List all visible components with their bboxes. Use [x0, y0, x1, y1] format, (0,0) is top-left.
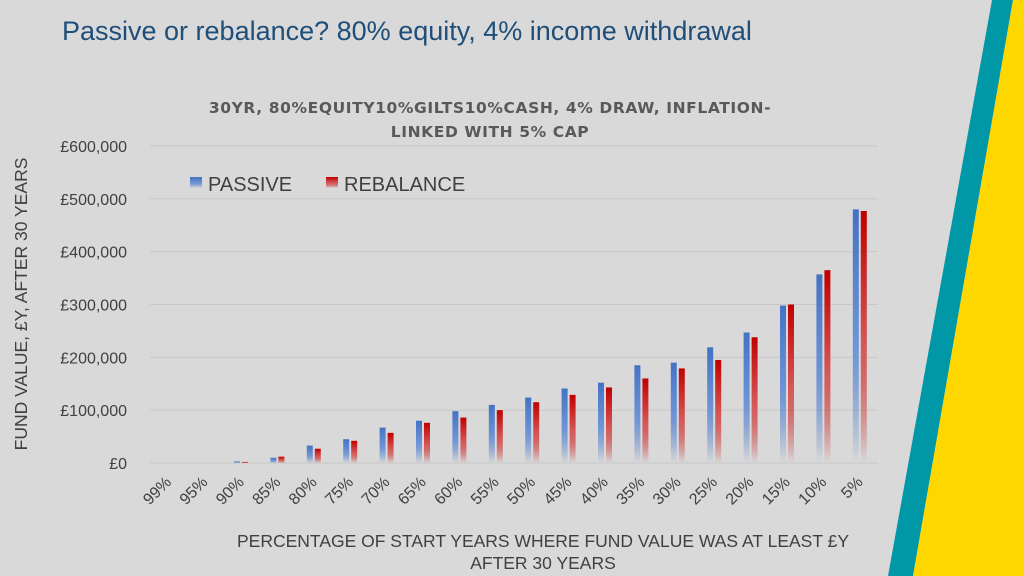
bar-rebalance-45pct [569, 394, 576, 463]
bar-rebalance-25pct [715, 359, 722, 463]
y-tick-label: £300,000 [60, 298, 127, 315]
x-tick-label: 15% [759, 474, 794, 509]
bar-rebalance-15pct [788, 304, 794, 463]
legend-label-passive: PASSIVE [208, 174, 292, 196]
bar-rebalance-30pct [678, 368, 685, 463]
y-axis-ticks: £0 £100,000 £200,000 £300,000 £400,000 £500,0… [60, 139, 127, 473]
x-tick-label: 65% [395, 474, 430, 509]
bar-passive-10pct [816, 274, 823, 463]
chart-title-line1: 30YR, 80%EQUITY10%GILTS10%CASH, 4% DRAW,… [209, 99, 771, 117]
bar-passive-80pct [306, 445, 313, 463]
y-tick-label: £600,000 [60, 139, 127, 156]
bar-passive-20pct [743, 332, 750, 463]
bar-rebalance-65pct [424, 422, 430, 463]
bar-passive-30pct [670, 362, 677, 463]
x-tick-label: 70% [359, 474, 394, 509]
bar-rebalance-55pct [496, 410, 503, 463]
legend-label-rebalance: REBALANCE [344, 174, 465, 196]
bar-rebalance-90pct [242, 461, 248, 463]
x-axis-title-line1: PERCENTAGE OF START YEARS WHERE FUND VAL… [237, 531, 849, 551]
bar-passive-5pct [852, 209, 859, 463]
bar-passive-50pct [525, 397, 532, 463]
x-axis-ticks: 99% 95% 90% 85% 80% 75% 70% 65% 60% 55% 50% 45% 40% 3… [140, 474, 866, 509]
bar-passive-90pct [234, 461, 240, 463]
x-tick-label: 35% [614, 474, 649, 509]
x-tick-label: 99% [140, 474, 175, 509]
chart-title-line2: LINKED WITH 5% CAP [391, 123, 590, 141]
bar-passive-40pct [598, 382, 604, 463]
y-tick-label: £200,000 [60, 350, 127, 367]
y-tick-label: £400,000 [60, 245, 127, 262]
x-tick-label: 20% [723, 474, 758, 509]
bar-passive-85pct [270, 457, 277, 463]
bar-passive-75pct [343, 439, 350, 463]
y-axis-title: FUND VALUE, £Y, AFTER 30 YEARS [11, 158, 31, 451]
bar-rebalance-75pct [351, 440, 358, 463]
x-tick-label: 25% [686, 474, 721, 509]
bars [234, 209, 867, 463]
x-axis-title-line2: AFTER 30 YEARS [470, 553, 616, 573]
bar-passive-65pct [416, 420, 422, 463]
bar-passive-70pct [379, 427, 386, 463]
x-tick-label: 40% [577, 474, 612, 509]
x-tick-label: 55% [468, 474, 503, 509]
x-tick-label: 45% [541, 474, 576, 509]
x-tick-label: 10% [796, 474, 831, 509]
x-tick-label: 80% [286, 474, 321, 509]
bar-rebalance-80pct [314, 448, 321, 463]
bar-rebalance-40pct [606, 387, 612, 463]
bar-passive-35pct [634, 365, 641, 463]
bar-passive-60pct [452, 411, 459, 463]
y-tick-label: £0 [109, 456, 127, 473]
bar-rebalance-5pct [860, 210, 867, 463]
x-tick-label: 30% [650, 474, 685, 509]
bar-passive-45pct [561, 388, 568, 463]
bar-passive-25pct [707, 347, 714, 463]
bar-rebalance-20pct [751, 337, 758, 463]
bar-rebalance-85pct [278, 456, 285, 463]
x-tick-label: 75% [322, 474, 357, 509]
x-tick-label: 90% [213, 474, 248, 509]
legend: PASSIVE REBALANCE [190, 174, 465, 196]
legend-swatch-rebalance [326, 177, 338, 188]
bar-rebalance-60pct [460, 417, 467, 463]
bar-passive-55pct [488, 404, 495, 463]
y-tick-label: £500,000 [60, 192, 127, 209]
x-tick-label: 95% [177, 474, 212, 509]
legend-swatch-passive [190, 177, 202, 188]
bar-passive-15pct [780, 305, 786, 463]
yellow-stripe [913, 0, 1024, 576]
x-tick-label: 85% [250, 474, 285, 509]
bar-rebalance-50pct [533, 402, 540, 463]
slide-title: Passive or rebalance? 80% equity, 4% inc… [62, 16, 752, 46]
bar-rebalance-70pct [387, 432, 394, 463]
bar-rebalance-35pct [642, 378, 649, 463]
x-tick-label: 50% [504, 474, 539, 509]
teal-stripe [888, 0, 1013, 576]
bar-rebalance-10pct [824, 270, 831, 463]
y-tick-label: £100,000 [60, 403, 127, 420]
x-tick-label: 60% [432, 474, 467, 509]
x-tick-label: 5% [838, 474, 866, 502]
